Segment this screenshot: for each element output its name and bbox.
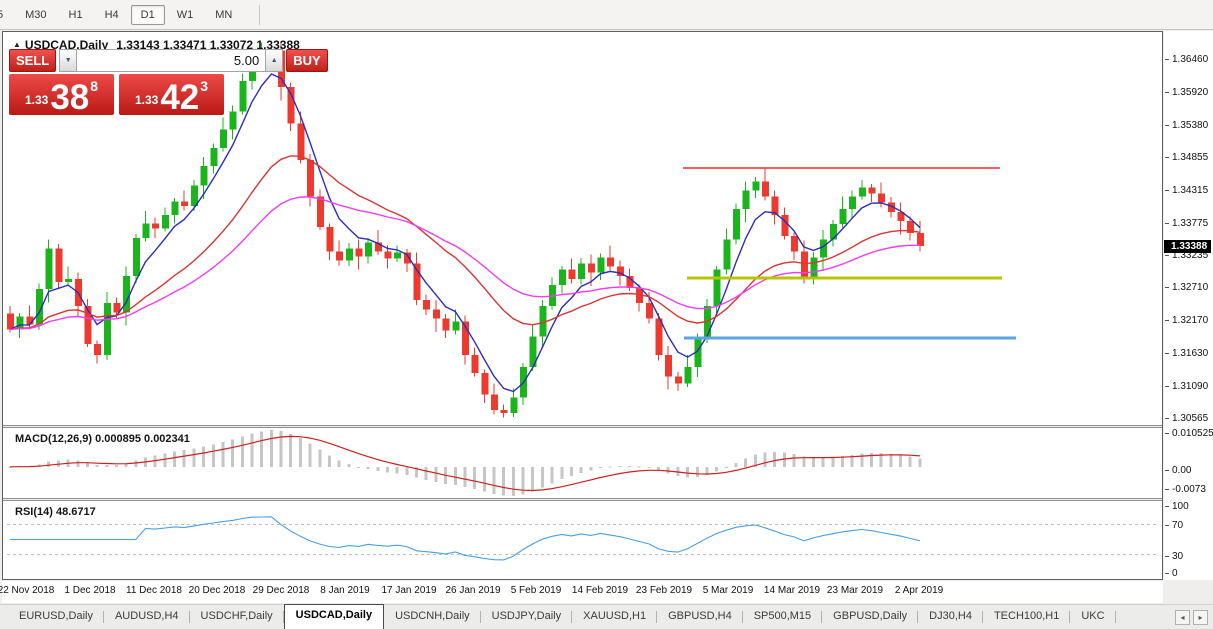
time-axis-label: 5 Feb 2019 (510, 585, 562, 596)
sell-button[interactable]: SELL (9, 49, 57, 72)
tab-item[interactable]: XAUUSD,H1 (572, 607, 658, 629)
sell-price-big: 38 (50, 77, 90, 117)
time-axis-label: 14 Mar 2019 (763, 585, 821, 596)
chart-tabs: EURUSD,Daily AUDUSD,H4 USDCHF,Daily USDCAD,… (8, 604, 1116, 629)
price-axis-label: 1.36460 (1164, 54, 1209, 65)
chart-tabs-bar: EURUSD,Daily AUDUSD,H4 USDCHF,Daily USDCAD,… (0, 604, 1213, 629)
timeframe-button[interactable]: H1 (59, 5, 93, 25)
price-axis-label: 1.31630 (1164, 348, 1209, 359)
time-axis[interactable]: 22 Nov 2018 1 Dec 2018 11 Dec 2018 20 Dec 2… (0, 581, 1163, 603)
price-axis-label: 1.32710 (1164, 282, 1209, 293)
volume-stepper: ▼ ▲ (59, 49, 284, 72)
ohlc-values: 1.33143 1.33471 1.33072 1.33388 (116, 38, 300, 52)
tab-item[interactable]: USDCHF,Daily (190, 607, 284, 629)
chart-window: ▲ USDCAD,Daily 1.33143 1.33471 1.33072 1.3… (2, 31, 1163, 580)
tab-item[interactable]: DJ30,H4 (918, 607, 983, 629)
toolbar-separator (259, 4, 261, 25)
buy-price[interactable]: 1.33 42 3 (119, 74, 224, 115)
buy-price-big: 42 (160, 77, 200, 117)
chevron-right-icon: ▸ (1198, 613, 1203, 622)
volume-increase-button[interactable]: ▲ (265, 49, 284, 72)
volume-decrease-button[interactable]: ▼ (59, 49, 78, 72)
price-axis: 1.36460 1.35920 1.35380 1.34855 1.34315 1.337… (1164, 31, 1213, 580)
time-axis-label: 8 Jan 2019 (320, 585, 370, 596)
time-axis-label: 22 Nov 2018 (0, 585, 55, 596)
time-axis-label: 23 Mar 2019 (826, 585, 884, 596)
tab-scroll-left-button[interactable]: ◂ (1175, 610, 1190, 625)
timeframe-button[interactable]: MN (205, 5, 242, 25)
buy-price-sup: 3 (200, 78, 209, 94)
price-axis-label: 1.34855 (1164, 152, 1209, 163)
timeframe-button[interactable]: 5 (0, 5, 13, 25)
tab-item[interactable]: UKC (1070, 607, 1116, 629)
symbol-label: USDCAD,Daily (24, 38, 109, 52)
tab-item[interactable]: AUDUSD,H4 (104, 607, 190, 629)
price-axis-label: 1.33235 (1164, 250, 1209, 261)
macd-axis-label: 0.00 (1164, 465, 1192, 476)
time-axis-label: 5 Mar 2019 (702, 585, 754, 596)
tab-item[interactable]: EURUSD,Daily (8, 607, 104, 629)
price-axis-label: 1.35920 (1164, 87, 1209, 98)
buy-price-prefix: 1.33 (134, 93, 159, 107)
timeframe-button[interactable]: W1 (167, 5, 204, 25)
price-axis-label: 1.34315 (1164, 185, 1209, 196)
sell-price-prefix: 1.33 (24, 93, 49, 107)
rsi-line (10, 516, 921, 561)
collapse-arrow-icon[interactable]: ▲ (13, 40, 21, 49)
chart-title: ▲ USDCAD,Daily 1.33143 1.33471 1.33072 1.3… (13, 38, 300, 52)
rsi-axis-label: 30 (1164, 551, 1184, 562)
price-axis-label: 1.32170 (1164, 315, 1209, 326)
tab-item[interactable]: GBPUSD,H4 (657, 607, 743, 629)
timeframe-buttons: 5 M30 H1 H4 D1 W1 MN (0, 0, 243, 29)
time-axis-label: 29 Dec 2018 (252, 585, 310, 596)
sell-price[interactable]: 1.33 38 8 (9, 74, 114, 115)
rsi-axis-label: 0 (1165, 568, 1178, 579)
tab-item[interactable]: USDJPY,Daily (481, 607, 573, 629)
time-axis-label: 11 Dec 2018 (126, 585, 182, 596)
macd-axis-label: 0.010525 (1165, 428, 1213, 439)
trend-lines-layer (683, 167, 1016, 340)
triangle-down-icon: ▼ (64, 57, 72, 64)
timeframe-toolbar: 5 M30 H1 H4 D1 W1 MN (0, 0, 1213, 30)
timeframe-button[interactable]: M30 (15, 5, 56, 25)
price-axis-label: 1.35380 (1164, 120, 1209, 131)
time-axis-label: 20 Dec 2018 (188, 585, 246, 596)
rsi-axis-label: 100 (1165, 501, 1189, 512)
tab-item[interactable]: GBPUSD,Daily (822, 607, 919, 629)
volume-input[interactable] (77, 49, 266, 72)
rsi-label: RSI(14) 48.6717 (15, 506, 96, 518)
price-axis-label: 1.31090 (1164, 381, 1209, 392)
time-axis-label: 2 Apr 2019 (894, 585, 944, 596)
tab-scroll-right-button[interactable]: ▸ (1193, 610, 1208, 625)
time-axis-label: 17 Jan 2019 (381, 585, 437, 596)
tab-scroll-controls: ◂ ▸ (1175, 610, 1213, 629)
macd-signal-line (9, 435, 920, 492)
time-axis-label: 14 Feb 2019 (571, 585, 629, 596)
current-price-badge: 1.33388 (1164, 240, 1211, 253)
chevron-left-icon: ◂ (1180, 613, 1185, 622)
rsi-axis-label: 70 (1164, 520, 1184, 531)
price-chart[interactable] (3, 32, 1162, 579)
panel-divider-macd[interactable] (3, 425, 1162, 428)
time-axis-label: 26 Jan 2019 (445, 585, 501, 596)
tab-item[interactable]: SP500,M15 (743, 607, 823, 629)
tab-item[interactable]: TECH100,H1 (983, 607, 1071, 629)
sell-price-sup: 8 (90, 78, 99, 94)
timeframe-button[interactable]: H4 (95, 5, 129, 25)
tab-item[interactable]: USDCAD,Daily (283, 604, 385, 629)
buy-button[interactable]: BUY (286, 49, 328, 72)
triangle-up-icon: ▲ (270, 57, 278, 64)
time-axis-label: 23 Feb 2019 (635, 585, 693, 596)
tab-item[interactable]: USDCNH,Daily (384, 607, 481, 629)
price-axis-label: 1.30565 (1164, 413, 1209, 424)
timeframe-button[interactable]: D1 (130, 4, 165, 25)
macd-label: MACD(12,26,9) 0.000895 0.002341 (15, 433, 190, 445)
macd-axis-label: -0.0073 (1165, 484, 1206, 495)
time-axis-label: 1 Dec 2018 (64, 585, 116, 596)
price-axis-label: 1.33775 (1164, 218, 1209, 229)
panel-divider-rsi[interactable] (3, 498, 1162, 501)
